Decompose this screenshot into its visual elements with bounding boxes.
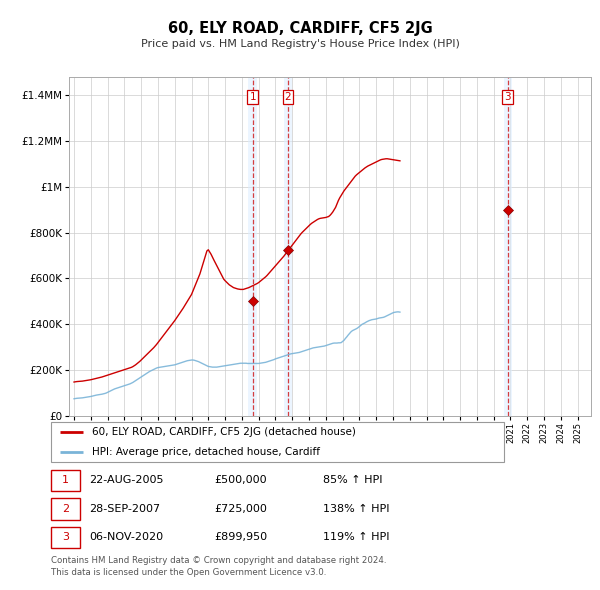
Text: 28-SEP-2007: 28-SEP-2007 bbox=[89, 504, 161, 514]
Text: 2: 2 bbox=[284, 92, 292, 102]
FancyBboxPatch shape bbox=[51, 470, 80, 491]
Text: 85% ↑ HPI: 85% ↑ HPI bbox=[323, 476, 382, 486]
FancyBboxPatch shape bbox=[51, 421, 504, 463]
FancyBboxPatch shape bbox=[51, 527, 80, 548]
Text: 2: 2 bbox=[62, 504, 69, 514]
Text: 119% ↑ HPI: 119% ↑ HPI bbox=[323, 532, 389, 542]
Text: 60, ELY ROAD, CARDIFF, CF5 2JG: 60, ELY ROAD, CARDIFF, CF5 2JG bbox=[167, 21, 433, 35]
Text: £899,950: £899,950 bbox=[214, 532, 267, 542]
Bar bbox=[503, 77, 512, 416]
Text: Price paid vs. HM Land Registry's House Price Index (HPI): Price paid vs. HM Land Registry's House … bbox=[140, 39, 460, 49]
Text: HPI: Average price, detached house, Cardiff: HPI: Average price, detached house, Card… bbox=[92, 447, 320, 457]
Bar bbox=[248, 77, 257, 416]
Text: 138% ↑ HPI: 138% ↑ HPI bbox=[323, 504, 389, 514]
Text: Contains HM Land Registry data © Crown copyright and database right 2024.: Contains HM Land Registry data © Crown c… bbox=[51, 556, 386, 565]
Bar bbox=[284, 77, 292, 416]
Text: £725,000: £725,000 bbox=[214, 504, 267, 514]
FancyBboxPatch shape bbox=[51, 498, 80, 520]
Text: 1: 1 bbox=[62, 476, 69, 486]
Text: 60, ELY ROAD, CARDIFF, CF5 2JG (detached house): 60, ELY ROAD, CARDIFF, CF5 2JG (detached… bbox=[92, 427, 356, 437]
Text: 22-AUG-2005: 22-AUG-2005 bbox=[89, 476, 164, 486]
Text: This data is licensed under the Open Government Licence v3.0.: This data is licensed under the Open Gov… bbox=[51, 568, 326, 576]
Text: 3: 3 bbox=[505, 92, 511, 102]
Text: 1: 1 bbox=[250, 92, 256, 102]
Text: £500,000: £500,000 bbox=[214, 476, 267, 486]
Text: 3: 3 bbox=[62, 532, 69, 542]
Text: 06-NOV-2020: 06-NOV-2020 bbox=[89, 532, 164, 542]
